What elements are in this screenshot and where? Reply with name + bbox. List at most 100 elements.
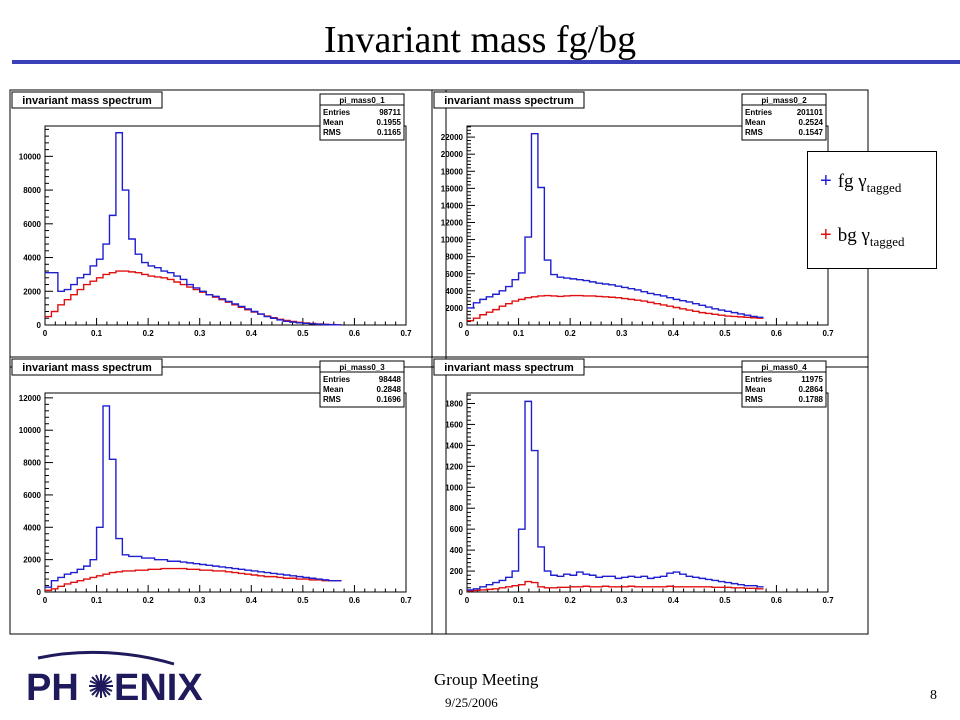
stats-box-rect [319,93,405,141]
footer-meeting: Group Meeting [434,670,539,689]
stats-key: RMS [323,128,341,137]
x-tick-label: 0.3 [194,329,206,338]
y-tick-label: 16000 [441,184,464,193]
histogram-fg-line [45,405,342,588]
x-tick-label: 0.2 [565,596,577,605]
y-tick-label: 200 [450,567,464,576]
x-tick-label: 0 [43,329,48,338]
stats-histogram-name: pi_mass0_1 [339,96,385,105]
stats-key: Entries [745,375,773,384]
stats-box-rect [319,360,405,408]
stats-value: 0.1165 [377,128,402,137]
stats-box-rect [741,93,827,141]
x-tick-label: 0.3 [616,596,628,605]
y-tick-label: 800 [450,504,464,513]
legend-entry-bg: + bg γtagged [820,224,905,250]
histogram-bg-line [45,567,342,592]
phenix-logo: PH ENIX [26,650,203,709]
stats-value: 0.1788 [799,395,824,404]
y-tick-label: 10000 [441,236,464,245]
histogram-title: invariant mass spectrum [22,95,152,107]
title-box-rect [11,358,163,376]
x-tick-label: 0.1 [513,329,525,338]
title-box-rect [433,358,585,376]
stats-key: RMS [745,128,763,137]
plot-frame [44,125,407,326]
stats-value: 201101 [797,108,824,117]
histogram-panel-3: invariant mass spectrum pi_mass0_3 Entries… [8,355,448,640]
x-tick-label: 0.7 [822,596,834,605]
stats-box-rect [741,360,827,408]
histogram-fg-line [45,132,342,326]
x-tick-label: 0.2 [143,329,155,338]
histogram-fg-line [467,132,764,319]
x-tick-label: 0.7 [400,596,412,605]
y-tick-label: 2000 [23,556,41,565]
logo-text-right: ENIX [114,667,203,709]
x-tick-label: 0.5 [719,596,731,605]
stats-value: 98711 [379,108,401,117]
histogram-svg: invariant mass spectrum pi_mass0_3 Entries… [9,356,447,635]
stats-value: 0.1696 [377,395,402,404]
x-tick-label: 0.6 [349,329,361,338]
x-tick-label: 0.1 [91,329,103,338]
legend-sub-fg: tagged [866,179,902,195]
stats-key: Mean [323,385,344,394]
y-tick-label: 2000 [23,287,41,296]
x-tick-label: 0.6 [771,329,783,338]
x-tick-label: 0 [465,596,470,605]
histogram-title-box: invariant mass spectrum [433,358,585,376]
panel-frame [9,356,447,635]
y-tick-label: 10000 [19,426,42,435]
logo-arc [37,650,175,666]
stats-box: pi_mass0_1 Entries 98711 Mean 0.1955 RMS 0.116… [319,93,405,141]
y-tick-label: 14000 [441,201,464,210]
x-tick-label: 0.1 [513,596,525,605]
legend-box: + fg γtagged + bg γtagged [807,151,937,269]
stats-value: 0.1547 [799,128,824,137]
y-tick-label: 1000 [445,483,463,492]
y-tick-label: 6000 [23,220,41,229]
y-tick-label: 1800 [445,399,463,408]
stats-key: Mean [745,118,766,127]
stats-key: Entries [323,375,351,384]
plot-frame [44,392,407,593]
histogram-svg: invariant mass spectrum pi_mass0_1 Entries… [9,89,447,368]
title-box-rect [11,91,163,109]
y-tick-label: 1600 [445,420,463,429]
x-tick-label: 0.3 [616,329,628,338]
histogram-svg: invariant mass spectrum pi_mass0_4 Entries… [431,356,869,635]
histogram-bg-line [467,294,764,322]
legend-marker-fg: + [820,170,832,192]
y-tick-label: 6000 [23,491,41,500]
x-tick-label: 0.4 [246,596,258,605]
histogram-title-box: invariant mass spectrum [11,91,163,109]
y-tick-label: 400 [450,546,464,555]
histogram-svg: invariant mass spectrum pi_mass0_2 Entries… [431,89,869,368]
histogram-panel-1: invariant mass spectrum pi_mass0_1 Entries… [8,88,448,373]
stats-value: 0.1955 [377,118,402,127]
histogram-bg-line [467,580,764,592]
x-tick-label: 0.7 [400,329,412,338]
panel-frame [431,356,869,635]
x-tick-label: 0.3 [194,596,206,605]
y-tick-label: 0 [459,588,464,597]
y-tick-label: 600 [450,525,464,534]
stats-value: 98448 [379,375,402,384]
panel-frame [9,89,447,368]
stats-histogram-name: pi_mass0_2 [761,96,807,105]
histogram-panel-4: invariant mass spectrum pi_mass0_4 Entries… [430,355,870,640]
y-tick-label: 12000 [441,219,464,228]
page-number: 8 [930,688,937,703]
histogram-title: invariant mass spectrum [22,362,152,374]
y-tick-label: 0 [37,321,42,330]
y-tick-label: 8000 [23,186,41,195]
y-tick-label: 4000 [23,523,41,532]
x-tick-label: 0.5 [297,329,309,338]
stats-box: pi_mass0_3 Entries 98448 Mean 0.2848 RMS 0.169… [319,360,405,408]
y-tick-label: 4000 [23,254,41,263]
y-tick-label: 12000 [19,394,42,403]
y-tick-label: 1200 [445,462,463,471]
stats-value: 0.2864 [799,385,824,394]
stats-box: pi_mass0_4 Entries 11975 Mean 0.2864 RMS 0.178… [741,360,827,408]
